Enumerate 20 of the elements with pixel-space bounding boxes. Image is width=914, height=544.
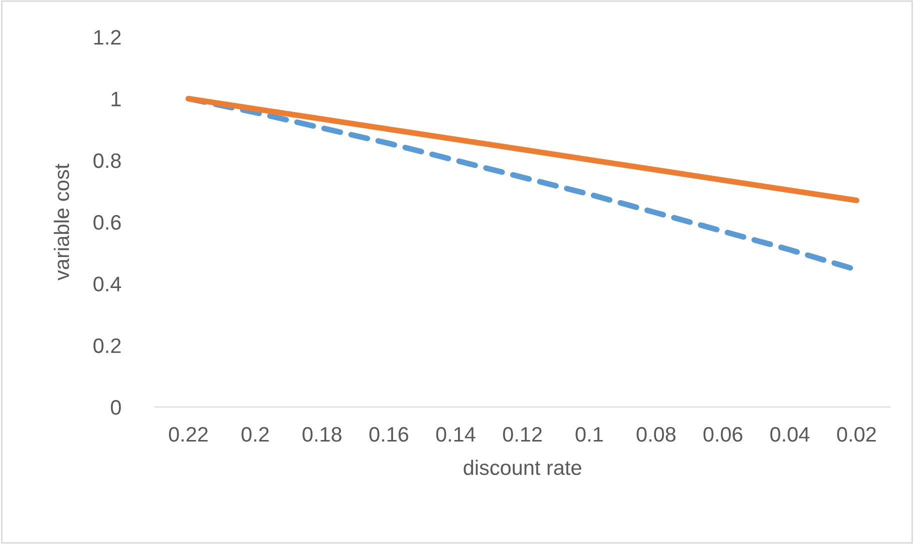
y-tick-label: 0.6	[94, 215, 121, 230]
x-tick-label: 0.08	[636, 426, 676, 442]
x-tick-label: 0.14	[436, 426, 476, 442]
x-tick-label: 0.16	[369, 426, 408, 442]
x-tick-label: 0.18	[302, 426, 342, 442]
x-tick-label: 0.12	[503, 426, 542, 442]
y-tick-label: 1	[112, 92, 121, 106]
x-tick-label: 0.04	[770, 426, 810, 442]
y-axis-title: variable cost	[54, 164, 70, 280]
y-tick-label: 0.4	[94, 276, 122, 292]
x-tick-label: 0.1	[576, 426, 603, 442]
x-tick-label: 0.2	[242, 426, 269, 442]
x-tick-label: 0.22	[168, 426, 208, 442]
y-tick-label: 1.2	[94, 30, 121, 45]
x-tick-label: 0.06	[703, 426, 742, 442]
y-tick-label: 0.2	[94, 338, 121, 354]
y-tick-label: 0	[110, 400, 121, 415]
x-axis-title: discount rate	[464, 460, 582, 476]
x-tick-label: 0.02	[837, 426, 876, 442]
y-tick-label: 0.8	[94, 153, 121, 168]
